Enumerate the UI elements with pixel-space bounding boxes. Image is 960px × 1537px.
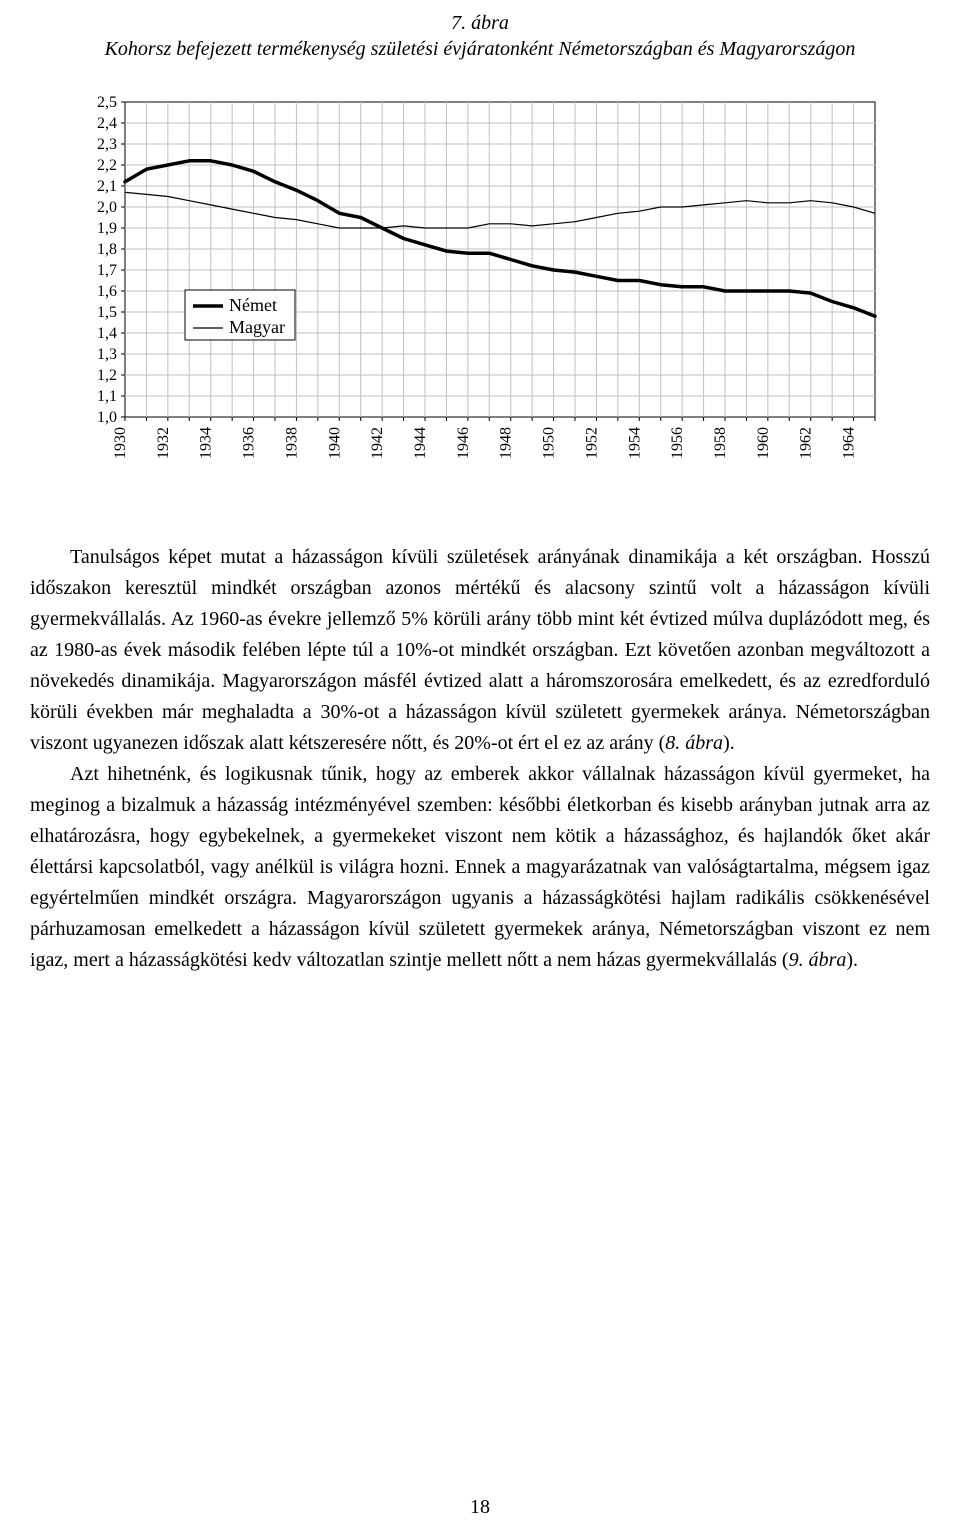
svg-text:1964: 1964 (841, 427, 858, 459)
svg-text:1,7: 1,7 (97, 262, 117, 279)
svg-text:1948: 1948 (498, 427, 515, 459)
svg-text:1,0: 1,0 (97, 409, 117, 426)
svg-text:1,6: 1,6 (97, 283, 117, 300)
svg-text:1930: 1930 (112, 427, 129, 459)
svg-text:Német: Német (229, 295, 277, 315)
svg-text:1938: 1938 (283, 427, 300, 459)
svg-text:1950: 1950 (541, 427, 558, 459)
p2-tail: ). (846, 949, 858, 971)
svg-text:1932: 1932 (155, 427, 172, 459)
svg-text:1962: 1962 (798, 427, 815, 459)
svg-text:1956: 1956 (669, 427, 686, 459)
paragraph-2: Azt hihetnénk, és logikusnak tűnik, hogy… (30, 759, 930, 976)
svg-text:1,2: 1,2 (97, 367, 117, 384)
svg-text:1946: 1946 (455, 427, 472, 459)
svg-text:Magyar: Magyar (229, 317, 285, 337)
p1-tail: ). (723, 732, 735, 754)
svg-text:1952: 1952 (583, 427, 600, 459)
body-text: Tanulságos képet mutat a házasságon kívü… (30, 542, 930, 976)
svg-text:1940: 1940 (326, 427, 343, 459)
svg-text:2,5: 2,5 (97, 94, 117, 111)
svg-text:1936: 1936 (241, 427, 258, 459)
p1-lead: Tanulságos képet mutat a házasságon kívü… (30, 546, 930, 754)
svg-text:1954: 1954 (626, 427, 643, 459)
svg-text:2,3: 2,3 (97, 136, 117, 153)
svg-text:1934: 1934 (198, 427, 215, 459)
figure-number: 7. ábra (451, 12, 509, 34)
figure-caption: 7. ábra Kohorsz befejezett termékenység … (30, 10, 930, 62)
svg-text:1944: 1944 (412, 427, 429, 459)
svg-text:1,8: 1,8 (97, 241, 117, 258)
svg-text:2,2: 2,2 (97, 157, 117, 174)
svg-text:1,9: 1,9 (97, 220, 117, 237)
svg-text:1,3: 1,3 (97, 346, 117, 363)
page-number: 18 (0, 1496, 960, 1519)
svg-text:1942: 1942 (369, 427, 386, 459)
p2-figure-ref: 9. ábra (789, 949, 847, 971)
p2-lead: Azt hihetnénk, és logikusnak tűnik, hogy… (30, 763, 930, 971)
cohort-fertility-chart: 1,0 1,1 1,2 1,3 1,4 1,5 1,6 1,7 1,8 1,9 2,0 2,1 2,2 2… (70, 92, 890, 472)
svg-text:1960: 1960 (755, 427, 772, 459)
svg-text:2,4: 2,4 (97, 115, 117, 132)
p1-figure-ref: 8. ábra (665, 732, 723, 754)
svg-text:2,1: 2,1 (97, 178, 117, 195)
svg-text:1958: 1958 (712, 427, 729, 459)
svg-text:2,0: 2,0 (97, 199, 117, 216)
svg-text:1,4: 1,4 (97, 325, 117, 342)
figure-title: Kohorsz befejezett termékenység születés… (105, 38, 856, 60)
paragraph-1: Tanulságos képet mutat a házasságon kívü… (30, 542, 930, 759)
chart-container: 1,0 1,1 1,2 1,3 1,4 1,5 1,6 1,7 1,8 1,9 2,0 2,1 2,2 2… (30, 92, 930, 472)
svg-text:1,1: 1,1 (97, 388, 117, 405)
svg-text:1,5: 1,5 (97, 304, 117, 321)
